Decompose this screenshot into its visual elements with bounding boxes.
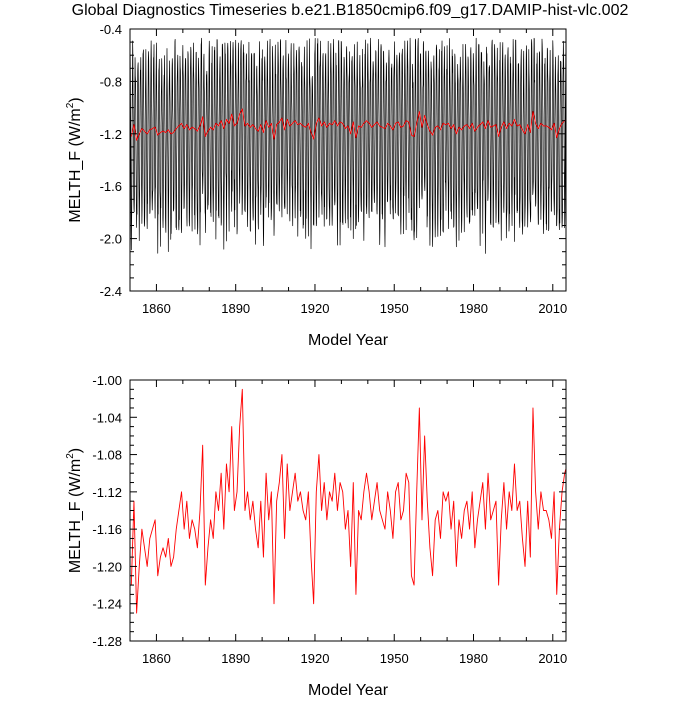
annual-mean-line	[130, 108, 566, 141]
monthly-panel: 1860 1890 1920 1950 1980 2010 -2.4 -2.0 -1.6 -1.2…	[65, 22, 567, 349]
x-axis-title: Model Year	[308, 332, 389, 349]
monthly-line	[130, 37, 566, 254]
x-axis-title: Model Year	[308, 682, 389, 699]
x-tick-label: 2010	[538, 301, 567, 316]
x-tick-label: 1890	[221, 651, 250, 666]
x-tick-label: 1890	[221, 301, 250, 316]
x-tick-label: 1920	[301, 651, 330, 666]
y-tick-label: -1.00	[92, 373, 122, 388]
plot-area	[130, 37, 566, 254]
y-tick-label: -2.4	[100, 284, 122, 299]
y-axis-title-superscript: 2	[65, 453, 76, 459]
y-axis-title: MELTH_F (W/m2)	[65, 448, 84, 573]
y-axis-title-close: )	[67, 97, 84, 102]
plot-area	[130, 388, 566, 614]
y-tick-label: -1.16	[92, 522, 122, 537]
annual-panel: 1860 1890 1920 1950 1980 2010 -1.28 -1.24 -1.20 -…	[65, 373, 567, 699]
x-tick-label: 2010	[538, 651, 567, 666]
y-tick-label: -0.4	[100, 22, 122, 37]
y-tick-label: -1.20	[92, 559, 122, 574]
x-tick-label: 1920	[301, 301, 330, 316]
y-axis-title-superscript: 2	[65, 102, 76, 108]
y-tick-label: -1.2	[100, 127, 122, 142]
y-axis-title-main: MELTH_F (W/m	[67, 459, 84, 573]
y-tick-label: -0.8	[100, 74, 122, 89]
x-tick-label: 1860	[142, 651, 171, 666]
y-tick-label: -1.04	[92, 410, 122, 425]
y-axis-title-close: )	[67, 448, 84, 453]
x-tick-label: 1980	[459, 651, 488, 666]
y-tick-label: -1.24	[92, 597, 122, 612]
y-axis-title: MELTH_F (W/m2)	[65, 97, 84, 222]
x-tick-label: 1860	[142, 301, 171, 316]
annual-mean-line	[130, 388, 566, 614]
x-tick-label: 1980	[459, 301, 488, 316]
page-title: Global Diagnostics Timeseries b.e21.B185…	[71, 2, 629, 19]
y-tick-label: -1.28	[92, 634, 122, 649]
y-tick-label: -1.08	[92, 448, 122, 463]
x-tick-label: 1950	[380, 301, 409, 316]
x-tick-label: 1950	[380, 651, 409, 666]
y-tick-label: -1.12	[92, 485, 122, 500]
y-tick-label: -1.6	[100, 179, 122, 194]
y-axis-title-main: MELTH_F (W/m	[67, 108, 84, 222]
y-tick-label: -2.0	[100, 232, 122, 247]
